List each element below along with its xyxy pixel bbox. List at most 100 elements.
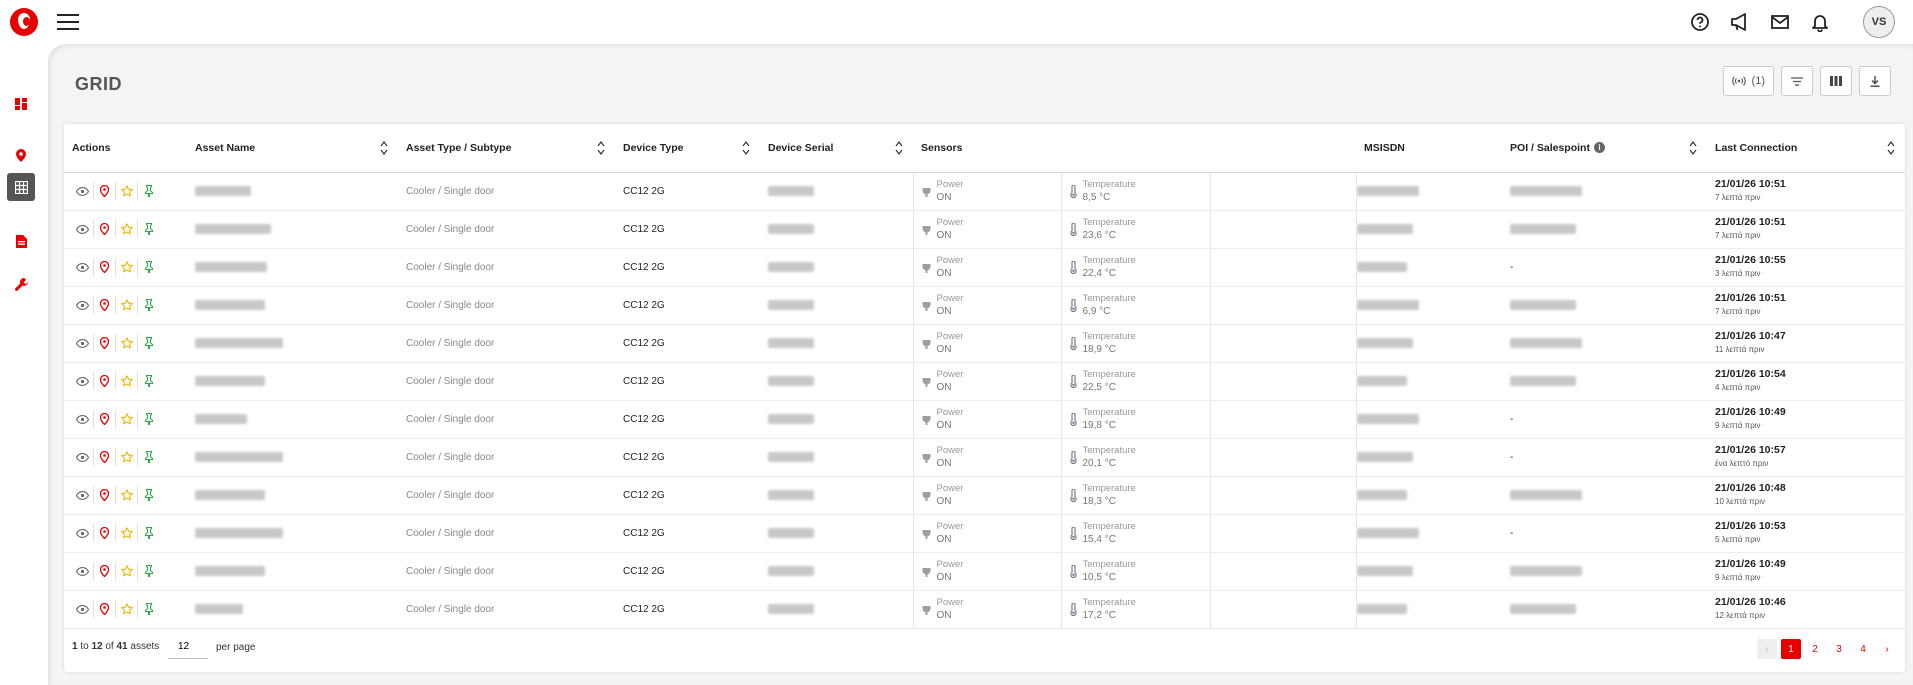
locate-pin-icon[interactable] (94, 600, 116, 618)
locate-pin-icon[interactable] (94, 220, 116, 238)
view-icon[interactable] (72, 296, 94, 314)
table-row[interactable]: Cooler / Single door CC12 2G Power ON Tem… (64, 590, 1906, 629)
per-page-input[interactable] (168, 635, 208, 659)
bell-icon[interactable] (1809, 11, 1831, 33)
asset-name-cell[interactable] (187, 514, 398, 553)
locate-pin-icon[interactable] (94, 562, 116, 580)
sidebar-item-dashboard[interactable] (7, 90, 35, 118)
sidebar-item-map[interactable] (7, 141, 35, 169)
table-row[interactable]: Cooler / Single door CC12 2G Power ON Tem… (64, 286, 1906, 325)
prev-page-button[interactable]: ‹ (1757, 639, 1777, 659)
page-button-2[interactable]: 2 (1812, 643, 1818, 655)
favorite-star-icon[interactable] (116, 524, 138, 542)
table-row[interactable]: Cooler / Single door CC12 2G Power ON Tem… (64, 210, 1906, 249)
view-icon[interactable] (72, 448, 94, 466)
help-icon[interactable] (1689, 11, 1711, 33)
view-icon[interactable] (72, 258, 94, 276)
favorite-star-icon[interactable] (116, 372, 138, 390)
columns-button[interactable] (1820, 66, 1852, 96)
page-button-1[interactable]: 1 (1781, 639, 1801, 659)
favorite-star-icon[interactable] (116, 486, 138, 504)
filter-button[interactable] (1781, 66, 1813, 96)
sidebar-item-tools[interactable] (7, 270, 35, 298)
locate-pin-icon[interactable] (94, 258, 116, 276)
column-header-device-serial[interactable]: Device Serial (760, 124, 913, 173)
view-icon[interactable] (72, 182, 94, 200)
download-button[interactable] (1859, 66, 1891, 96)
view-icon[interactable] (72, 410, 94, 428)
asset-name-cell[interactable] (187, 210, 398, 249)
sort-icon[interactable] (597, 141, 605, 155)
table-row[interactable]: Cooler / Single door CC12 2G Power ON Tem… (64, 172, 1906, 211)
pin-icon[interactable] (138, 524, 160, 542)
asset-name-cell[interactable] (187, 286, 398, 325)
sort-icon[interactable] (1887, 141, 1895, 155)
table-row[interactable]: Cooler / Single door CC12 2G Power ON Tem… (64, 362, 1906, 401)
favorite-star-icon[interactable] (116, 410, 138, 428)
favorite-star-icon[interactable] (116, 258, 138, 276)
favorite-star-icon[interactable] (116, 562, 138, 580)
table-row[interactable]: Cooler / Single door CC12 2G Power ON Tem… (64, 514, 1906, 553)
pin-icon[interactable] (138, 258, 160, 276)
asset-name-cell[interactable] (187, 400, 398, 439)
asset-name-cell[interactable] (187, 248, 398, 287)
pin-icon[interactable] (138, 448, 160, 466)
pin-icon[interactable] (138, 600, 160, 618)
sort-icon[interactable] (1689, 141, 1697, 155)
sidebar-item-reports[interactable] (7, 227, 35, 255)
sidebar-item-grid[interactable] (7, 173, 35, 201)
pin-icon[interactable] (138, 372, 160, 390)
favorite-star-icon[interactable] (116, 448, 138, 466)
table-row[interactable]: Cooler / Single door CC12 2G Power ON Tem… (64, 324, 1906, 363)
page-button-3[interactable]: 3 (1836, 643, 1842, 655)
pin-icon[interactable] (138, 296, 160, 314)
locate-pin-icon[interactable] (94, 486, 116, 504)
page-button-4[interactable]: 4 (1860, 643, 1866, 655)
vodafone-logo[interactable] (10, 8, 38, 36)
locate-pin-icon[interactable] (94, 448, 116, 466)
asset-name-cell[interactable] (187, 172, 398, 211)
pin-icon[interactable] (138, 410, 160, 428)
locate-pin-icon[interactable] (94, 182, 116, 200)
column-header-asset-name[interactable]: Asset Name (187, 124, 398, 173)
favorite-star-icon[interactable] (116, 600, 138, 618)
asset-name-cell[interactable] (187, 590, 398, 629)
favorite-star-icon[interactable] (116, 296, 138, 314)
column-header-last-connection[interactable]: Last Connection (1707, 124, 1906, 173)
table-row[interactable]: Cooler / Single door CC12 2G Power ON Tem… (64, 552, 1906, 591)
favorite-star-icon[interactable] (116, 334, 138, 352)
pin-icon[interactable] (138, 334, 160, 352)
sort-icon[interactable] (380, 141, 388, 155)
megaphone-icon[interactable] (1729, 11, 1751, 33)
locate-pin-icon[interactable] (94, 296, 116, 314)
asset-name-cell[interactable] (187, 552, 398, 591)
pin-icon[interactable] (138, 562, 160, 580)
column-header-device-type[interactable]: Device Type (615, 124, 760, 173)
table-row[interactable]: Cooler / Single door CC12 2G Power ON Tem… (64, 438, 1906, 477)
column-header-asset-type[interactable]: Asset Type / Subtype (398, 124, 615, 173)
view-icon[interactable] (72, 372, 94, 390)
view-icon[interactable] (72, 600, 94, 618)
pin-icon[interactable] (138, 182, 160, 200)
pin-icon[interactable] (138, 486, 160, 504)
favorite-star-icon[interactable] (116, 220, 138, 238)
view-icon[interactable] (72, 524, 94, 542)
view-icon[interactable] (72, 562, 94, 580)
asset-name-cell[interactable] (187, 476, 398, 515)
column-header-poi[interactable]: POI / Salespoint i (1502, 124, 1708, 173)
locate-pin-icon[interactable] (94, 372, 116, 390)
user-avatar[interactable]: VS (1863, 6, 1895, 38)
favorite-star-icon[interactable] (116, 182, 138, 200)
asset-name-cell[interactable] (187, 362, 398, 401)
sort-icon[interactable] (895, 141, 903, 155)
locate-pin-icon[interactable] (94, 410, 116, 428)
pin-icon[interactable] (138, 220, 160, 238)
menu-toggle-button[interactable] (57, 14, 79, 30)
table-row[interactable]: Cooler / Single door CC12 2G Power ON Tem… (64, 400, 1906, 439)
locate-pin-icon[interactable] (94, 334, 116, 352)
signal-filter-button[interactable]: (1) (1722, 66, 1774, 96)
mail-icon[interactable] (1769, 11, 1791, 33)
view-icon[interactable] (72, 334, 94, 352)
locate-pin-icon[interactable] (94, 524, 116, 542)
table-row[interactable]: Cooler / Single door CC12 2G Power ON Tem… (64, 248, 1906, 287)
